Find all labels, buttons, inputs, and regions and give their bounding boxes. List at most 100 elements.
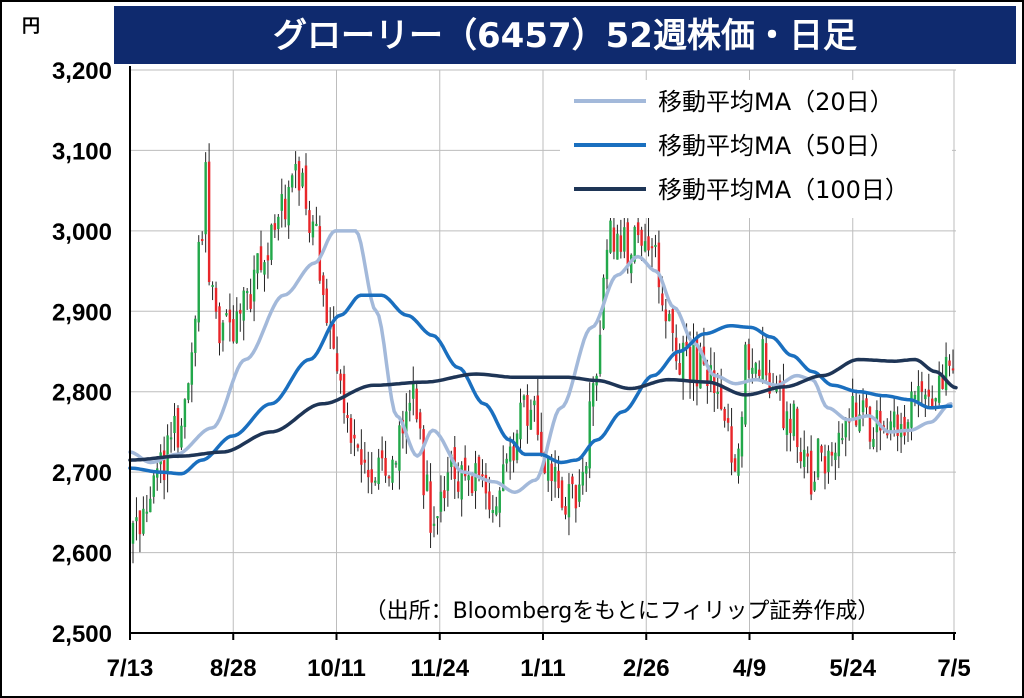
candle-down [322,275,325,296]
candle-up [937,375,941,403]
candle-up [858,414,861,432]
candle-up [553,466,557,482]
candle-up [446,472,450,491]
candle-down [671,309,674,333]
candle-up [581,471,585,486]
candle-down [882,425,886,428]
candle-down [259,246,263,271]
candle-down [360,449,363,465]
candle-up [816,438,820,478]
y-tick-label: 3,200 [52,58,112,85]
candle-up [270,224,273,260]
candle-down [304,165,308,209]
y-unit-label: 円 [22,16,40,37]
candle-down [733,458,737,472]
candle-down [661,293,664,306]
candle-down [380,450,384,459]
candle-down [339,373,342,381]
candle-up [505,458,508,464]
candle-up [546,457,550,481]
candle-down [764,343,768,376]
candle-down [674,337,678,362]
candle-up [145,511,149,514]
candle-up [180,425,183,448]
candle-down [308,210,311,233]
candle-up [294,163,297,171]
candle-down [640,229,643,246]
candle-down [557,470,560,489]
candle-down [730,426,733,463]
candle-down [325,288,328,324]
candle-down [484,474,488,494]
x-tick-label: 5/24 [829,655,876,682]
y-tick-labels: 2,500 2,600 2,700 2,800 2,900 3,000 3,100 3,200 [52,58,112,648]
candle-down [218,306,221,344]
candle-up [135,517,138,522]
candle-up [567,484,571,518]
candle-down [342,373,346,414]
candle-down [536,395,540,435]
candle-down [612,227,616,252]
candle-up [501,464,505,492]
candle-down [820,445,823,453]
candle-up [252,269,256,302]
candle-down [664,309,668,322]
candle-down [214,287,218,312]
candle-up [394,462,398,465]
candle-up [204,162,207,235]
candle-down [297,161,301,191]
candle-down [879,410,882,431]
ma-line-0 [128,229,953,495]
candle-up [287,186,290,226]
candle-up [588,401,591,469]
candle-up [498,490,501,513]
x-tick-label: 7/5 [937,655,970,682]
candle-up [211,284,214,287]
x-tick-label: 10/11 [307,655,366,682]
candle-up [460,465,463,500]
candle-up [699,348,702,389]
candle-down [782,381,785,429]
candle-down [284,198,287,220]
candle-up [751,367,754,374]
candle-down [796,408,799,448]
candle-down [356,444,360,448]
legend-label: 移動平均MA（50日） [658,132,894,160]
candle-down [550,463,553,482]
candle-up [235,311,239,343]
candle-down [719,384,723,410]
candle-up [654,244,657,247]
candle-up [277,216,280,230]
candle-up [934,398,937,402]
candle-up [837,432,841,457]
candle-up [522,395,526,400]
candle-up [491,510,495,514]
candle-down [678,363,681,375]
candle-up [668,313,671,322]
candle-up [630,254,633,274]
candle-up [827,450,830,472]
candle-up [263,262,266,275]
candle-up [190,352,194,385]
candle-up [256,253,259,274]
candle-down [418,412,422,429]
candle-down [332,324,335,349]
candle-up [412,383,415,399]
moving-average-lines [128,229,958,495]
candle-up [519,402,522,440]
candle-up [889,421,892,434]
candle-up [740,416,744,457]
candle-down [363,459,367,463]
candle-up [439,491,443,512]
candle-down [920,381,924,392]
candle-up [315,223,318,226]
candle-up [944,356,948,391]
candle-up [910,391,913,428]
candle-down [422,429,425,496]
candle-up [591,383,595,407]
ma-line-1 [128,293,953,476]
candle-down [951,368,955,371]
candle-down [470,476,474,494]
candle-up [744,344,747,425]
